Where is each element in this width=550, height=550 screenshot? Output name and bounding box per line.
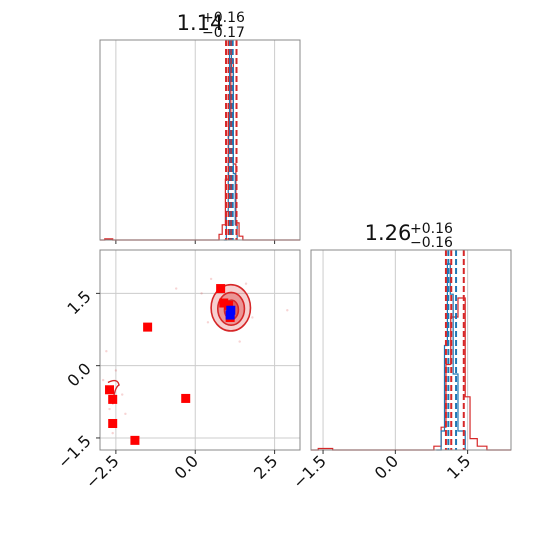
x-tick-label: 2.5 [250, 451, 281, 482]
y-tick-label: 1.5 [63, 287, 94, 318]
sample-point [105, 350, 108, 353]
blue-marker [225, 310, 235, 320]
axes-frame [99, 39, 301, 241]
sample-point [200, 292, 203, 295]
red-marker [130, 435, 140, 445]
sample-point [108, 407, 111, 411]
marginal-x-title-lower: −0.17 [202, 25, 245, 41]
sample-point [286, 309, 289, 312]
red-marker [108, 418, 118, 428]
marginal-y-panel: 1.26 +0.16 −0.16 −1.5 0.0 1.5 [289, 221, 512, 492]
red-marker [108, 394, 118, 404]
marginal-y-title-lower: −0.16 [410, 235, 453, 251]
sample-point [111, 431, 114, 435]
marginal-x-panel: 1.14 +0.16 −0.17 [99, 10, 301, 244]
sample-point [124, 412, 127, 416]
marginal-x-title-upper: +0.16 [202, 10, 245, 26]
red-marker [216, 284, 226, 294]
red-marker [105, 385, 115, 395]
y-tick-label: −1.5 [54, 431, 95, 472]
axes-frame [310, 249, 512, 451]
sample-point [174, 287, 178, 290]
sample-point [206, 321, 210, 324]
sample-point [238, 340, 241, 343]
histogram-series [100, 58, 300, 241]
x-tick-label: 1.5 [443, 451, 474, 482]
x-tick-label: 0.0 [171, 451, 202, 482]
marginal-x-title: 1.14 [177, 11, 224, 35]
marginal-x-title-value: 1.14 [177, 11, 224, 35]
joint-panel: −2.5 0.0 2.5 −1.5 0.0 1.5 [54, 249, 301, 492]
red-marker [143, 322, 153, 332]
x-tick-label: 0.0 [371, 451, 402, 482]
sample-point [209, 277, 213, 281]
histogram-series [311, 297, 511, 451]
red-marker [224, 300, 234, 310]
sample-point [251, 316, 254, 319]
sample-point [121, 393, 124, 396]
blue-marker [226, 305, 236, 315]
sample-point [114, 369, 118, 372]
marginal-y-title-value: 1.26 [365, 221, 412, 245]
red-marker [181, 393, 191, 403]
red-marker [219, 298, 229, 308]
sample-point [244, 282, 248, 285]
marginal-y-title-upper: +0.16 [410, 221, 453, 237]
x-tick-label: −1.5 [289, 451, 330, 492]
axes-frame [99, 249, 301, 451]
y-tick-label: 0.0 [63, 359, 94, 390]
sample-point [101, 378, 105, 382]
x-tick-label: −2.5 [82, 451, 123, 492]
